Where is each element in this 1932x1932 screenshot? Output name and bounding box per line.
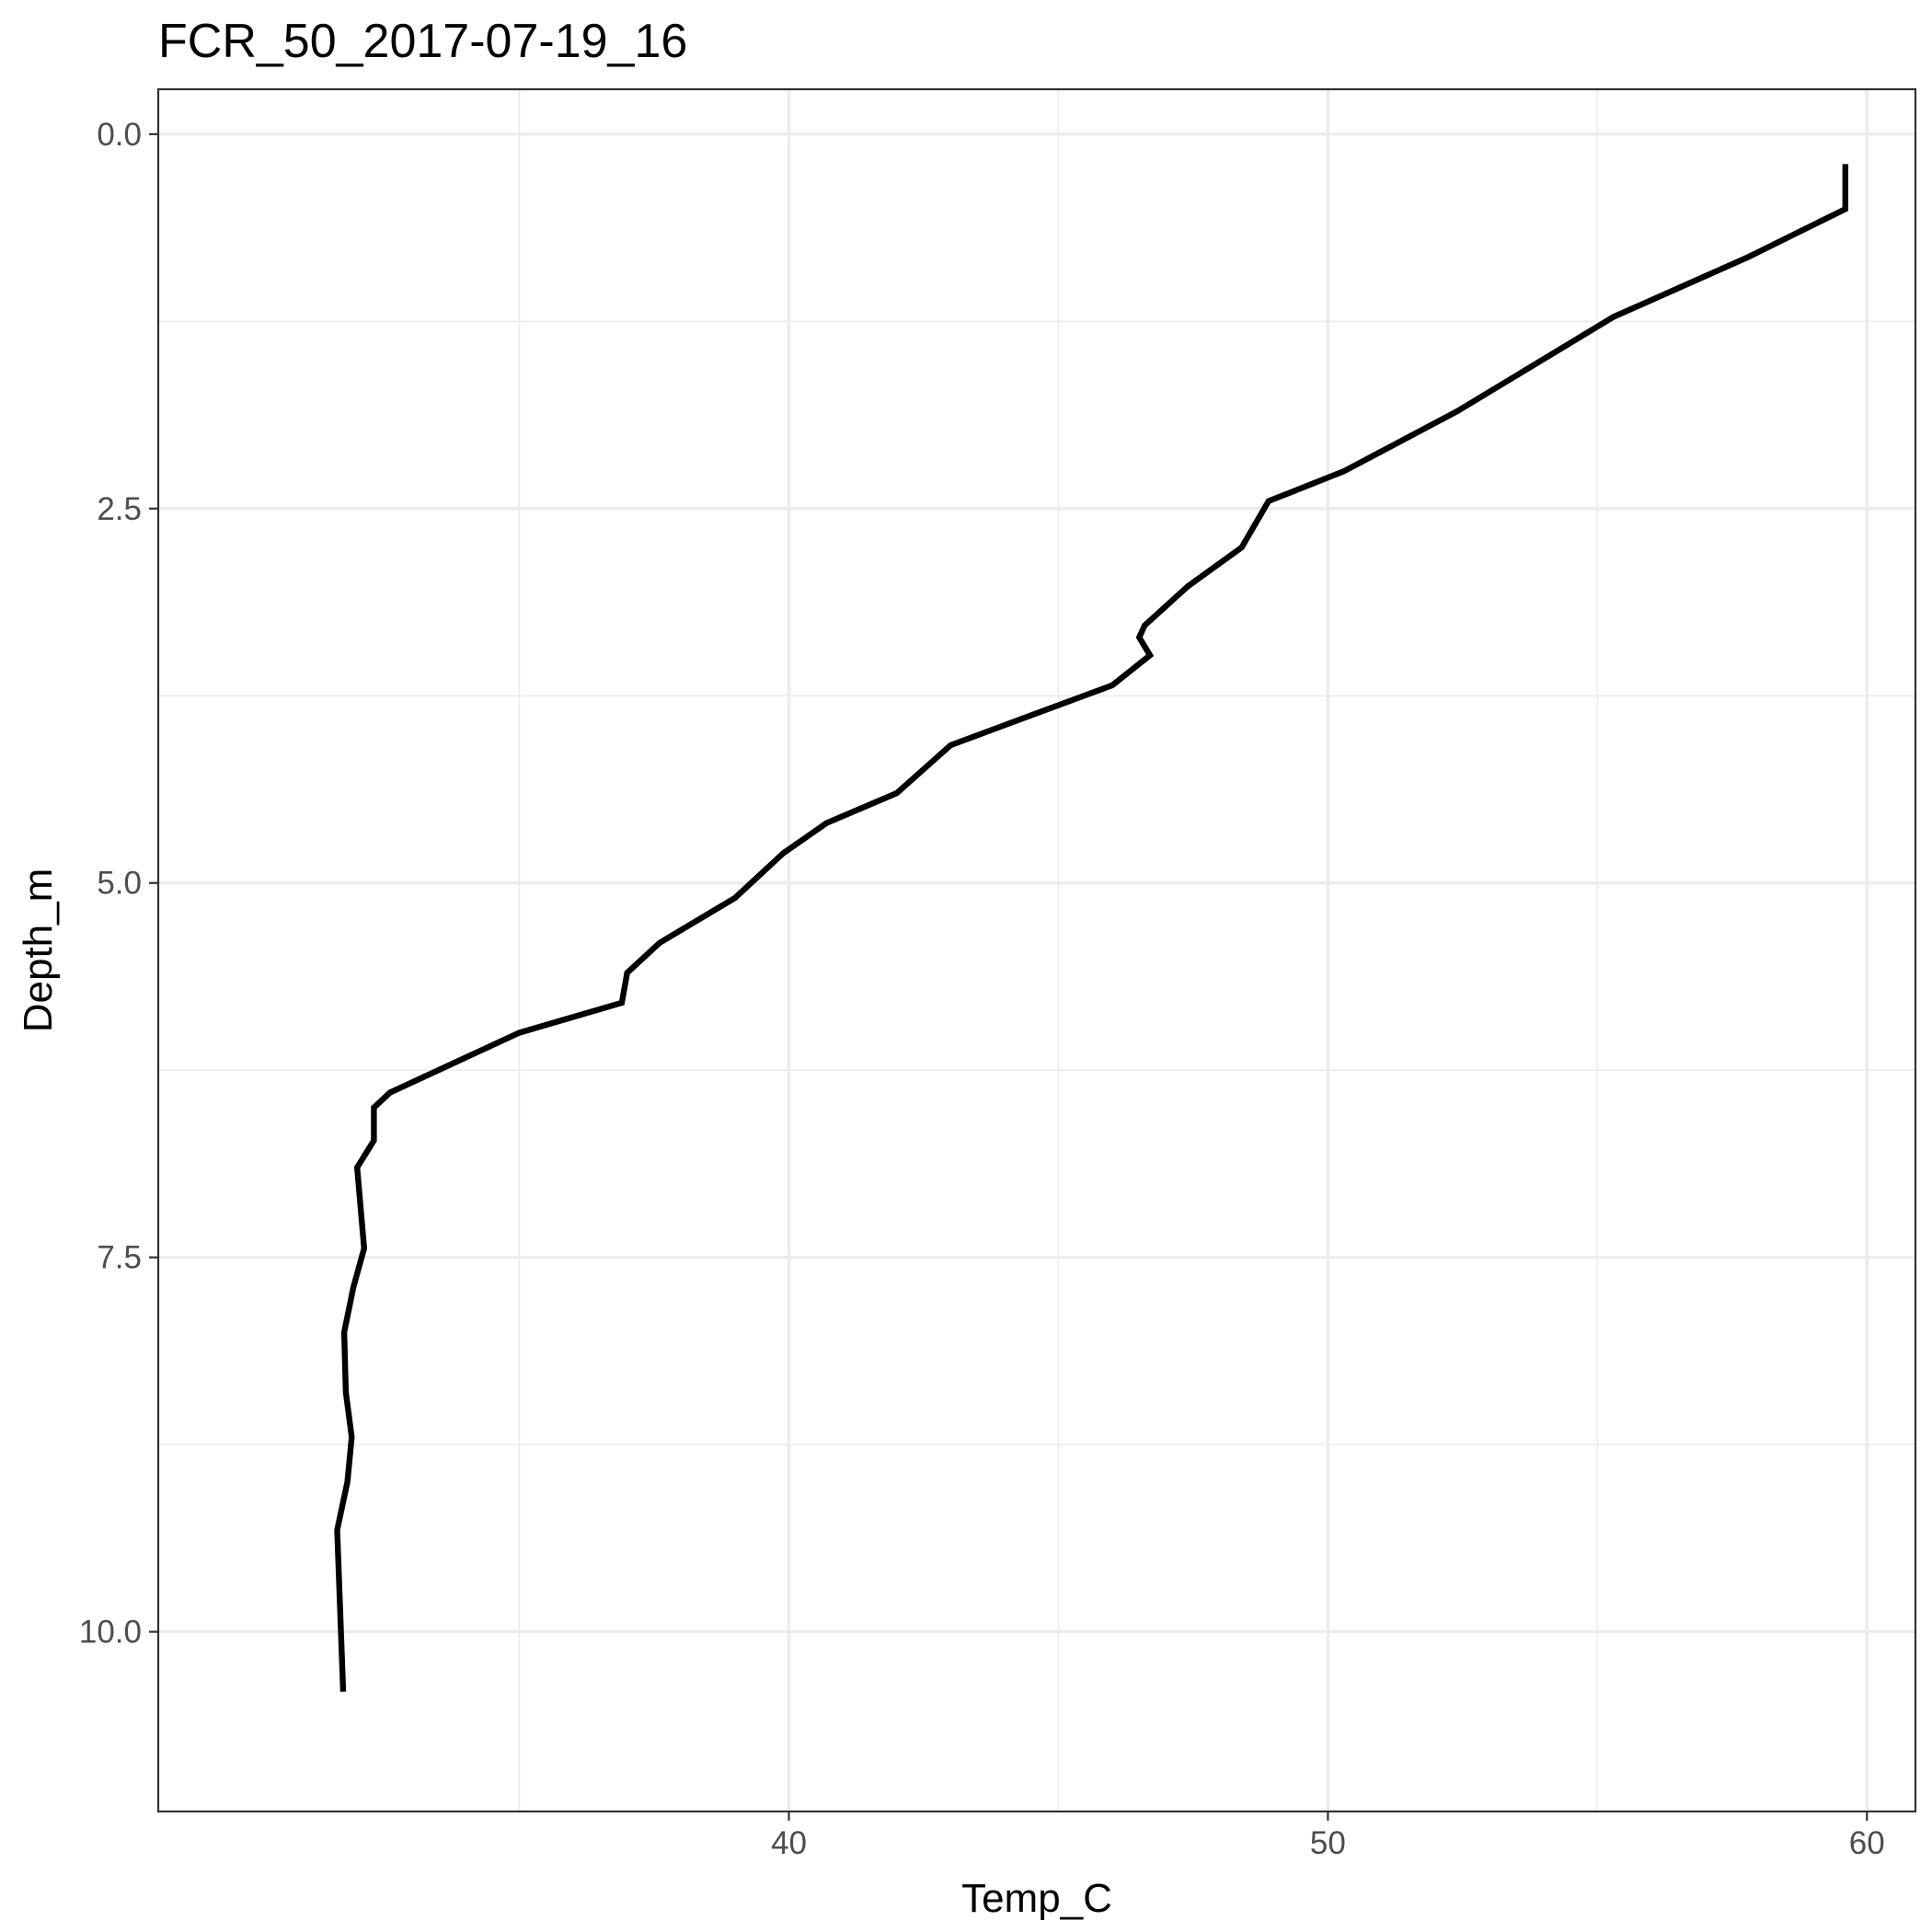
x-tick-label: 50 — [1310, 1825, 1346, 1861]
panel-border — [156, 87, 1917, 1813]
grid-minor-lines — [158, 89, 1915, 1811]
series-layer — [334, 164, 1849, 1692]
x-tick-label: 40 — [771, 1825, 807, 1861]
y-axis: 0.0 2.5 5.0 7.5 10.0 — [79, 117, 158, 1650]
y-tick-label: 0.0 — [97, 117, 142, 153]
x-axis-title: Temp_C — [961, 1876, 1112, 1921]
y-tick-label: 5.0 — [97, 866, 142, 902]
grid-major-lines — [158, 89, 1915, 1811]
y-tick-label: 10.0 — [79, 1615, 142, 1650]
chart-title: FCR_50_2017-07-19_16 — [158, 15, 687, 68]
y-tick-label: 2.5 — [97, 491, 142, 527]
series-line-0 — [334, 164, 1849, 1692]
x-axis: 40 50 60 — [771, 1811, 1885, 1861]
y-tick-label: 7.5 — [97, 1240, 142, 1276]
y-axis-title: Depth_m — [16, 868, 61, 1033]
x-tick-label: 60 — [1849, 1825, 1885, 1861]
